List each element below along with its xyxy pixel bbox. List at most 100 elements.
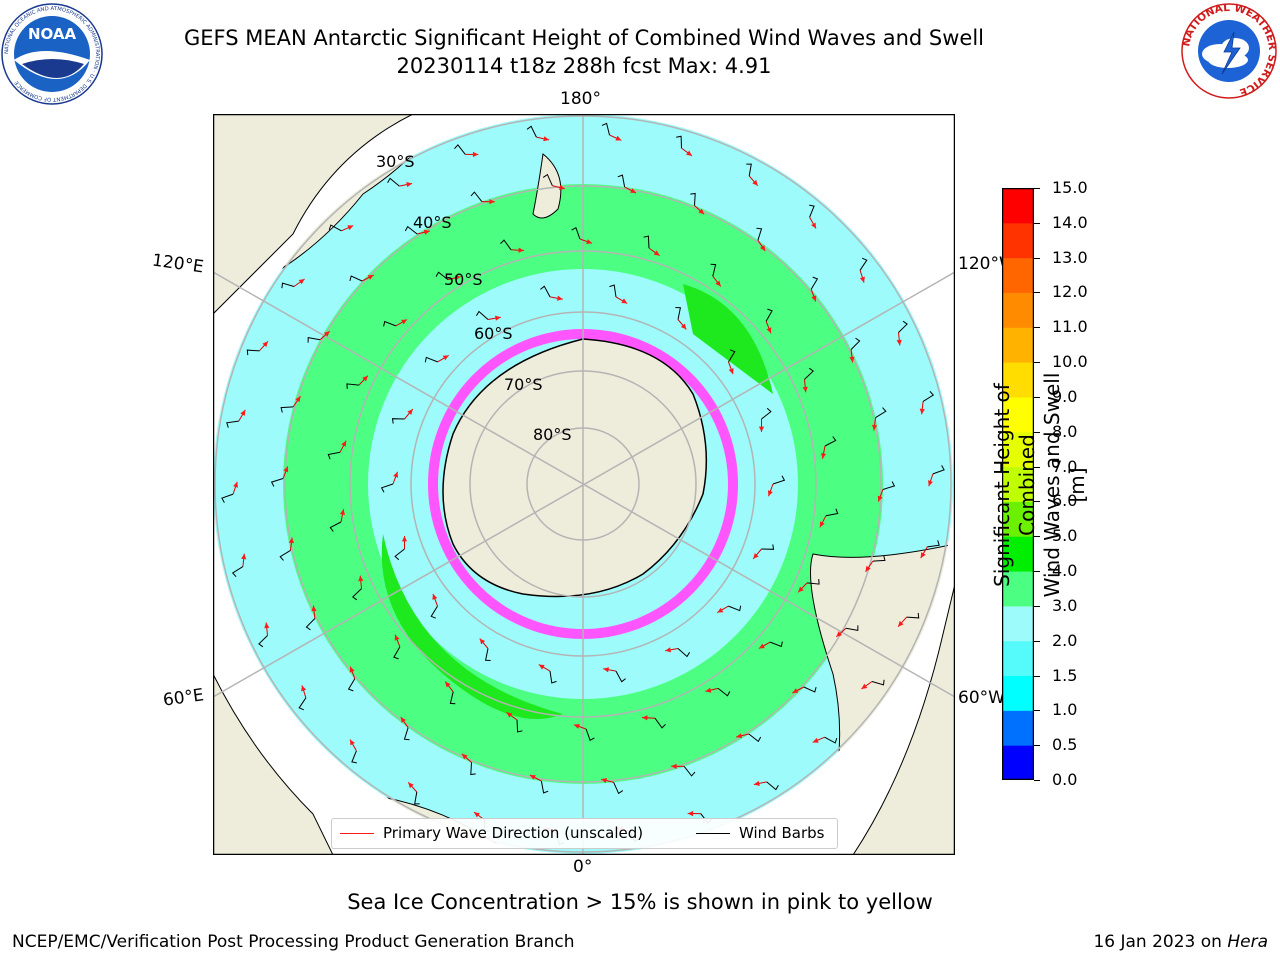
wave-arrow-head [753,553,759,559]
wind-barb [761,407,772,420]
wind-barb [383,320,396,327]
wave-arrow-head [400,717,406,723]
wave-arrow-head [642,715,648,721]
wave-max-indian [381,534,563,719]
wind-barb [932,465,945,475]
colorbar-band [1002,396,1034,433]
colorbar-tick-label: 14.0 [1052,212,1088,232]
colorbar-tick-label: 7.0 [1052,456,1078,476]
wind-barb [872,555,886,562]
colorbar-tick-mark [1034,780,1040,781]
sea-ice-note: Sea Ice Concentration > 15% is shown in … [347,890,933,914]
wave-arrow-head [603,667,609,673]
wind-barb [871,679,885,686]
wind-barb [307,337,321,343]
wave-arrow-head [849,356,855,363]
wave-arrow-head [861,683,868,689]
wave-arrow-head [758,643,765,649]
wind-barb [615,670,626,683]
wave-arrow-head [518,247,524,253]
wind-barb [601,122,610,136]
legend-barb-line [696,833,730,834]
wave-arrow-head [283,466,289,473]
land-south-america-edge [852,583,955,855]
wind-barb [807,579,820,585]
colorbar-tick-mark [1034,640,1040,642]
colorbar-tick-mark [1034,466,1040,468]
wave-arrow-head [872,424,878,431]
colorbar-tick-mark [1034,327,1040,329]
wave-arrow-head [758,426,765,432]
colorbar-tick-mark [1034,292,1040,294]
wind-barb [617,174,626,187]
wave-arrow-head [559,184,565,190]
wave-arrow-head [586,239,593,244]
wave-arrow-head [489,199,495,205]
wind-barb [403,727,410,741]
wind-barb [746,163,752,177]
wind-barb [683,766,696,777]
colorbar-tick-mark [1034,710,1040,712]
lon-label-bottom: 0° [573,857,593,877]
land-australia-edge [213,114,414,315]
wave-arrow-head [802,386,808,393]
wind-barb [454,144,466,155]
wind-barb [226,420,239,428]
wind-barb [414,791,420,805]
wave-arrow-head [295,396,301,403]
wind-barb [394,548,405,561]
wind-barb [803,686,817,693]
wind-barb [549,671,557,684]
wind-barb [281,282,295,289]
colorbar-tick-label: 3.0 [1052,595,1078,615]
wave-arrow-head [339,509,345,515]
colorbar-tick-label: 6.0 [1052,491,1078,511]
wave-arrow-head [288,537,294,544]
wave-arrow-head [445,681,451,688]
wind-barb [772,475,786,485]
wave-arrow-head [698,208,705,215]
wave-arrow-head [341,440,347,447]
land-new-zealand [532,153,562,219]
wind-barb [327,451,341,460]
colorbar-band [1002,501,1034,537]
wave-arrow-head [506,712,513,718]
wind-barb [470,191,483,202]
wind-barb [424,356,438,363]
lat-label-80s: 80°S [533,425,572,444]
wind-barb [387,177,400,187]
wave-arrow-head [324,331,330,337]
wave-arrow-head [401,319,408,325]
wave-arrow-head [461,753,468,760]
wind-barb [710,263,717,277]
wave-arrow-head [298,279,305,285]
colorbar-tick-label: 0.0 [1052,770,1078,789]
wind-barb [258,635,268,648]
wind-barb [231,566,244,578]
wind-barb [609,284,617,297]
wave-arrow-head [671,763,677,769]
colorbar-band [1002,362,1034,398]
wave-arrow-head [665,647,671,653]
wind-barb [540,781,549,794]
wave-arrow-head [615,135,622,141]
wave-arrow-head [557,295,563,301]
wind-barb [484,648,491,661]
map-legend: Primary Wave Direction (unscaled) Wind B… [331,818,838,849]
wind-barb [542,173,553,186]
wave-arrow-head [472,151,479,158]
colorbar-band [1002,536,1034,572]
polar-map [213,114,955,855]
noaa-logo: NOAA NATIONAL OCEANIC AND ATMOSPHERIC AD… [1,3,103,105]
colorbar-tick-label: 4.0 [1052,561,1078,581]
wave-arrow-head [495,315,501,321]
colorbar-band [1002,605,1034,642]
wind-barb [675,307,682,320]
colorbar-tick-mark [1034,362,1040,364]
colorbar-tick-mark [1034,571,1040,573]
colorbar-band [1002,431,1034,468]
lat-label-70s: 70°S [504,375,543,394]
lat-label-50s: 50°S [444,270,483,289]
wave-arrow-head [836,631,842,637]
colorbar-band [1002,466,1034,502]
